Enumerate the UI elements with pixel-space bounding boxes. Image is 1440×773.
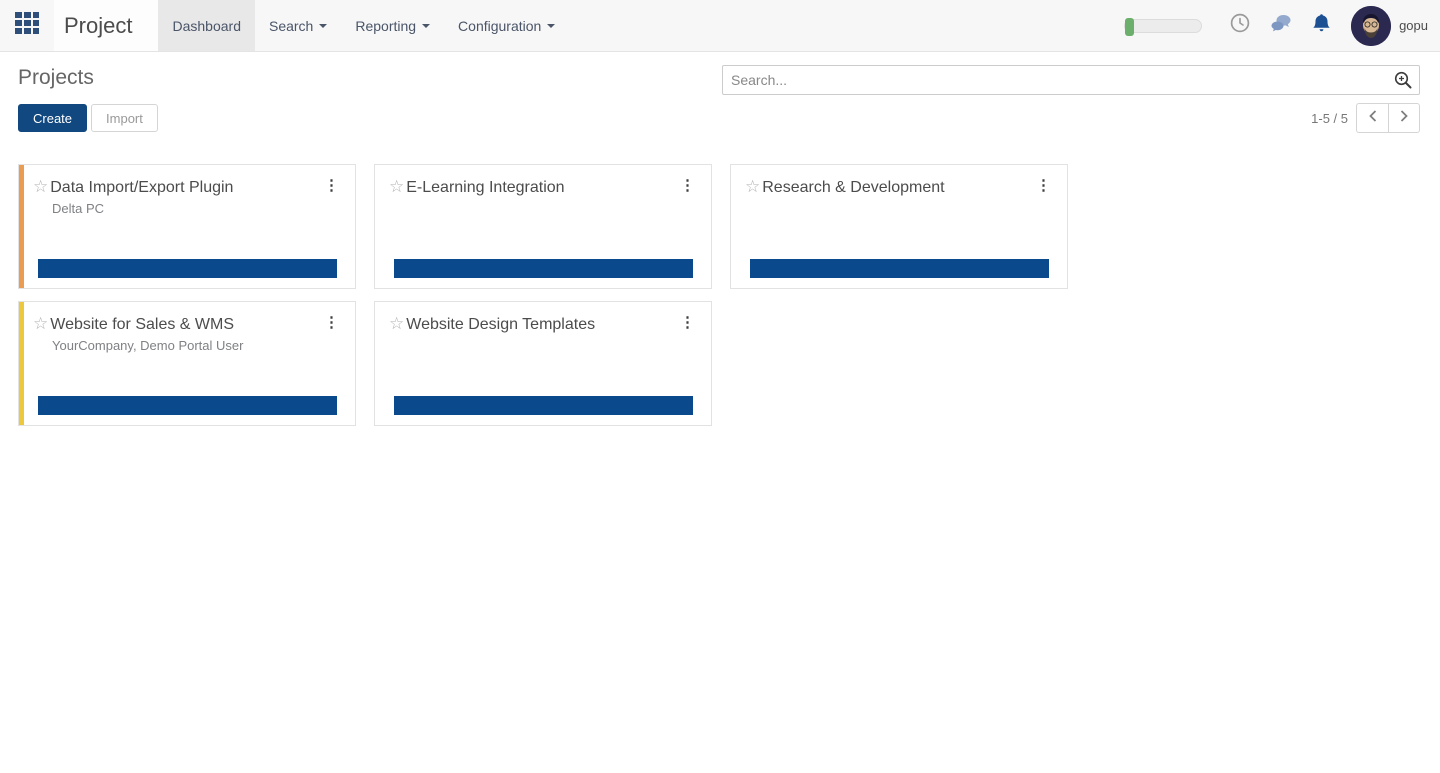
kebab-menu-icon[interactable]: ⋮ <box>680 177 695 194</box>
project-card[interactable]: ☆ E-Learning Integration ⋮ <box>374 164 712 289</box>
card-progressbar-fill <box>38 259 337 278</box>
activity-progress-widget[interactable] <box>1124 17 1203 36</box>
activity-progress-segment <box>1125 17 1135 36</box>
menu-item-dashboard[interactable]: Dashboard <box>158 0 255 51</box>
notifications-button[interactable] <box>1311 12 1332 39</box>
cp-buttons: Create Import <box>18 104 158 132</box>
card-progressbar <box>394 396 693 415</box>
chevron-down-icon <box>422 23 431 28</box>
card-progressbar <box>38 259 337 278</box>
menu-item-label: Reporting <box>355 17 417 34</box>
chevron-left-icon <box>1367 109 1379 128</box>
card-color-stripe <box>375 165 380 288</box>
card-subtitle: YourCompany, Demo Portal User <box>52 338 244 353</box>
bell-icon <box>1311 12 1332 39</box>
menu-item-reporting[interactable]: Reporting <box>341 0 444 51</box>
clock-icon <box>1229 12 1251 39</box>
card-progressbar-fill <box>394 259 693 278</box>
card-progressbar <box>394 259 693 278</box>
favorite-star-icon[interactable]: ☆ <box>745 177 761 196</box>
chat-bubbles-icon <box>1269 12 1293 39</box>
menu-item-label: Configuration <box>458 17 542 34</box>
card-progressbar <box>750 259 1049 278</box>
chevron-right-icon <box>1398 109 1410 128</box>
pager-next-button[interactable] <box>1388 103 1420 133</box>
card-progressbar-fill <box>38 396 337 415</box>
apps-menu-button[interactable] <box>0 0 54 51</box>
username[interactable]: gopu <box>1399 18 1428 33</box>
menu-item-configuration[interactable]: Configuration <box>444 0 569 51</box>
top-navbar: Project Dashboard Search Reporting Confi… <box>0 0 1440 52</box>
card-title: Research & Development <box>762 179 945 196</box>
card-title: Data Import/Export Plugin <box>50 179 234 196</box>
project-card[interactable]: ☆ Website Design Templates ⋮ <box>374 301 712 426</box>
user-avatar[interactable] <box>1351 5 1392 46</box>
kebab-menu-icon[interactable]: ⋮ <box>324 177 339 194</box>
project-card[interactable]: ☆ Data Import/Export Plugin ⋮ Delta PC <box>18 164 356 289</box>
card-color-stripe <box>19 302 24 425</box>
apps-grid-icon <box>14 10 40 41</box>
page-title: Projects <box>18 66 94 89</box>
project-card[interactable]: ☆ Research & Development ⋮ <box>730 164 1068 289</box>
favorite-star-icon[interactable]: ☆ <box>389 314 405 333</box>
app-title[interactable]: Project <box>54 0 159 51</box>
card-title: E-Learning Integration <box>406 179 565 196</box>
chevron-down-icon <box>547 23 556 28</box>
favorite-star-icon[interactable]: ☆ <box>33 314 49 333</box>
kebab-menu-icon[interactable]: ⋮ <box>324 314 339 331</box>
control-panel: Projects Create Import 1-5 / 5 <box>0 52 1440 162</box>
search-magnifier-icon[interactable] <box>1393 70 1413 95</box>
navbar-systray: gopu <box>1124 0 1440 51</box>
card-title: Website for Sales & WMS <box>50 316 235 333</box>
activities-button[interactable] <box>1229 12 1251 39</box>
card-subtitle: Delta PC <box>52 201 105 216</box>
pager: 1-5 / 5 <box>1311 103 1420 133</box>
card-color-stripe <box>731 165 736 288</box>
kebab-menu-icon[interactable]: ⋮ <box>1036 177 1051 194</box>
create-button[interactable]: Create <box>18 104 88 132</box>
search-input[interactable] <box>722 65 1420 95</box>
menu-item-label: Search <box>268 17 314 34</box>
card-progressbar <box>38 396 337 415</box>
search-box <box>722 65 1420 95</box>
kanban-view: ☆ Data Import/Export Plugin ⋮ Delta PC ☆… <box>0 162 1440 428</box>
messages-button[interactable] <box>1269 12 1293 39</box>
favorite-star-icon[interactable]: ☆ <box>389 177 405 196</box>
chevron-down-icon <box>319 23 328 28</box>
card-title: Website Design Templates <box>406 316 596 333</box>
favorite-star-icon[interactable]: ☆ <box>33 177 49 196</box>
card-progressbar-fill <box>750 259 1049 278</box>
menu-item-search[interactable]: Search <box>255 0 341 51</box>
main-menu: Dashboard Search Reporting Configuration <box>158 0 569 51</box>
card-color-stripe <box>19 165 24 288</box>
project-card[interactable]: ☆ Website for Sales & WMS ⋮ YourCompany,… <box>18 301 356 426</box>
card-color-stripe <box>375 302 380 425</box>
pager-previous-button[interactable] <box>1356 103 1388 133</box>
card-progressbar-fill <box>394 396 693 415</box>
import-button[interactable]: Import <box>91 104 158 132</box>
kebab-menu-icon[interactable]: ⋮ <box>680 314 695 331</box>
menu-item-label: Dashboard <box>172 17 241 34</box>
pager-range: 1-5 / 5 <box>1311 110 1348 126</box>
